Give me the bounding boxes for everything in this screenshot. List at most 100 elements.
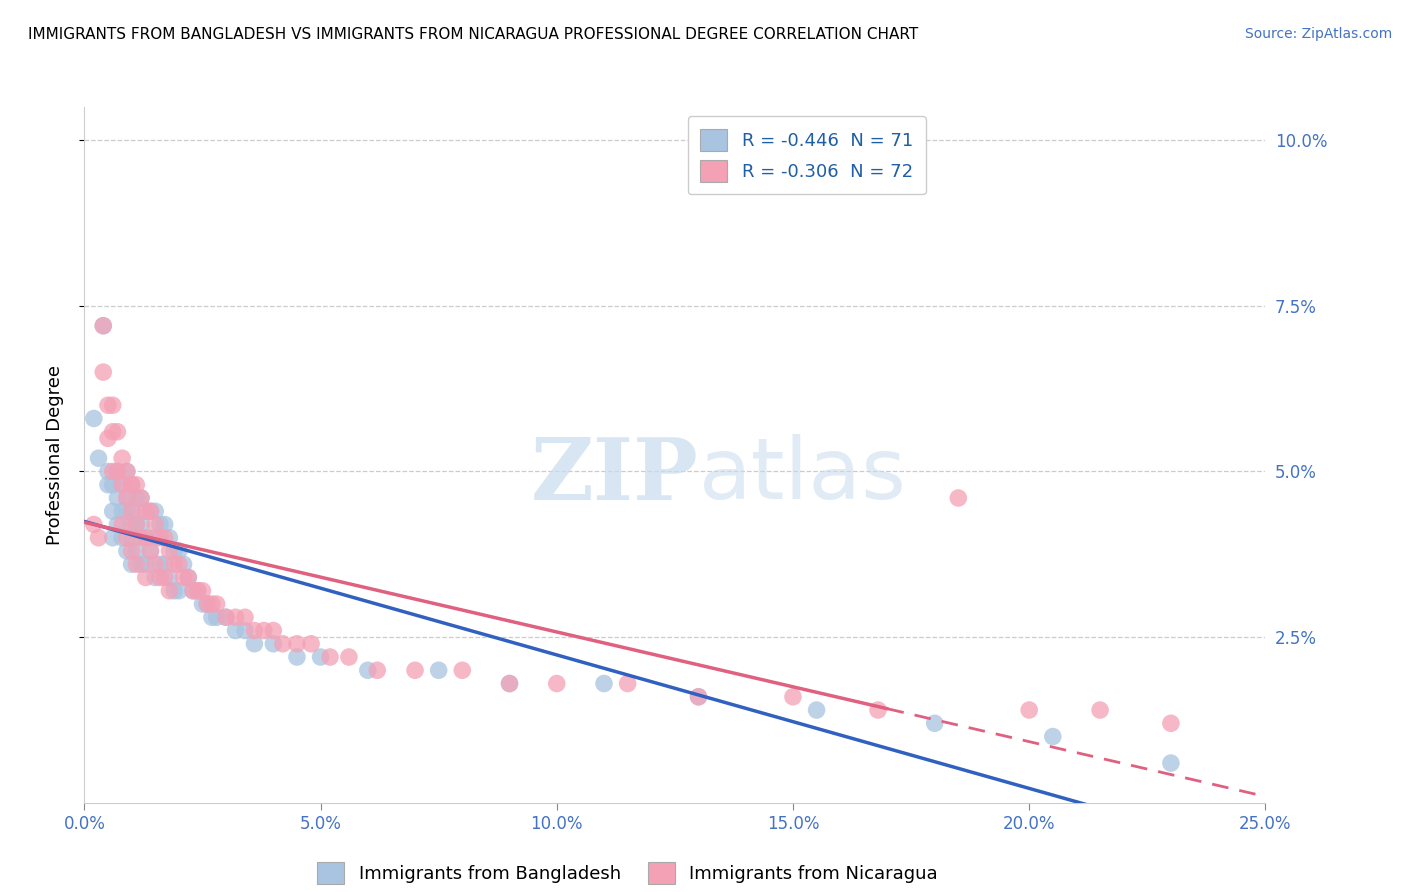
Point [121,517,143,532]
Point [191,583,214,598]
Point [173,558,195,572]
Point [299,637,322,651]
Point [285,650,308,665]
Point [121,477,143,491]
Point [135,531,157,545]
Point [153,517,176,532]
Point [201,597,224,611]
Point [107,491,129,505]
Y-axis label: Professional Degree: Professional Degree [45,365,63,545]
Point [87,451,110,466]
Point [115,504,138,518]
Point [115,465,138,479]
Point [143,531,166,545]
Point [149,517,172,532]
Point [135,504,157,518]
Text: atlas: atlas [699,434,907,517]
Point [121,504,143,518]
Point [177,570,200,584]
Point [688,690,710,704]
Point [285,637,308,651]
Point [177,570,200,584]
Point [337,650,360,665]
Point [115,465,138,479]
Point [149,531,172,545]
Point [262,637,284,651]
Point [129,491,152,505]
Point [924,716,946,731]
Point [782,690,804,704]
Point [125,477,148,491]
Point [143,558,166,572]
Point [309,650,332,665]
Point [243,637,266,651]
Point [107,425,129,439]
Point [153,558,176,572]
Point [115,491,138,505]
Point [111,504,134,518]
Point [243,624,266,638]
Point [205,610,228,624]
Point [139,504,162,518]
Point [115,531,138,545]
Point [181,583,204,598]
Point [135,504,157,518]
Text: ZIP: ZIP [530,434,699,517]
Point [233,610,256,624]
Point [806,703,828,717]
Point [215,610,238,624]
Point [1160,756,1182,770]
Text: IMMIGRANTS FROM BANGLADESH VS IMMIGRANTS FROM NICARAGUA PROFESSIONAL DEGREE CORR: IMMIGRANTS FROM BANGLADESH VS IMMIGRANTS… [28,27,918,42]
Point [163,583,186,598]
Point [688,690,710,704]
Point [101,504,124,518]
Point [498,676,520,690]
Point [121,558,143,572]
Point [111,451,134,466]
Point [143,570,166,584]
Point [191,597,214,611]
Point [135,531,157,545]
Point [139,504,162,518]
Point [101,531,124,545]
Point [948,491,970,505]
Point [115,491,138,505]
Point [195,597,218,611]
Point [1018,703,1040,717]
Point [125,517,148,532]
Point [271,637,294,651]
Point [121,504,143,518]
Point [83,411,105,425]
Point [427,663,450,677]
Point [97,431,120,445]
Point [97,477,120,491]
Point [111,517,134,532]
Point [143,504,166,518]
Point [125,544,148,558]
Point [1042,730,1064,744]
Point [262,624,284,638]
Point [163,544,186,558]
Point [616,676,638,690]
Point [97,465,120,479]
Point [181,583,204,598]
Point [121,544,143,558]
Point [225,610,247,624]
Point [187,583,209,598]
Point [135,570,157,584]
Point [167,583,190,598]
Point [143,517,166,532]
Point [1160,716,1182,731]
Point [111,477,134,491]
Point [366,663,388,677]
Point [115,544,138,558]
Point [253,624,276,638]
Point [167,558,190,572]
Point [451,663,474,677]
Point [111,531,134,545]
Point [149,558,172,572]
Point [83,517,105,532]
Point [1088,703,1111,717]
Point [125,491,148,505]
Point [139,544,162,558]
